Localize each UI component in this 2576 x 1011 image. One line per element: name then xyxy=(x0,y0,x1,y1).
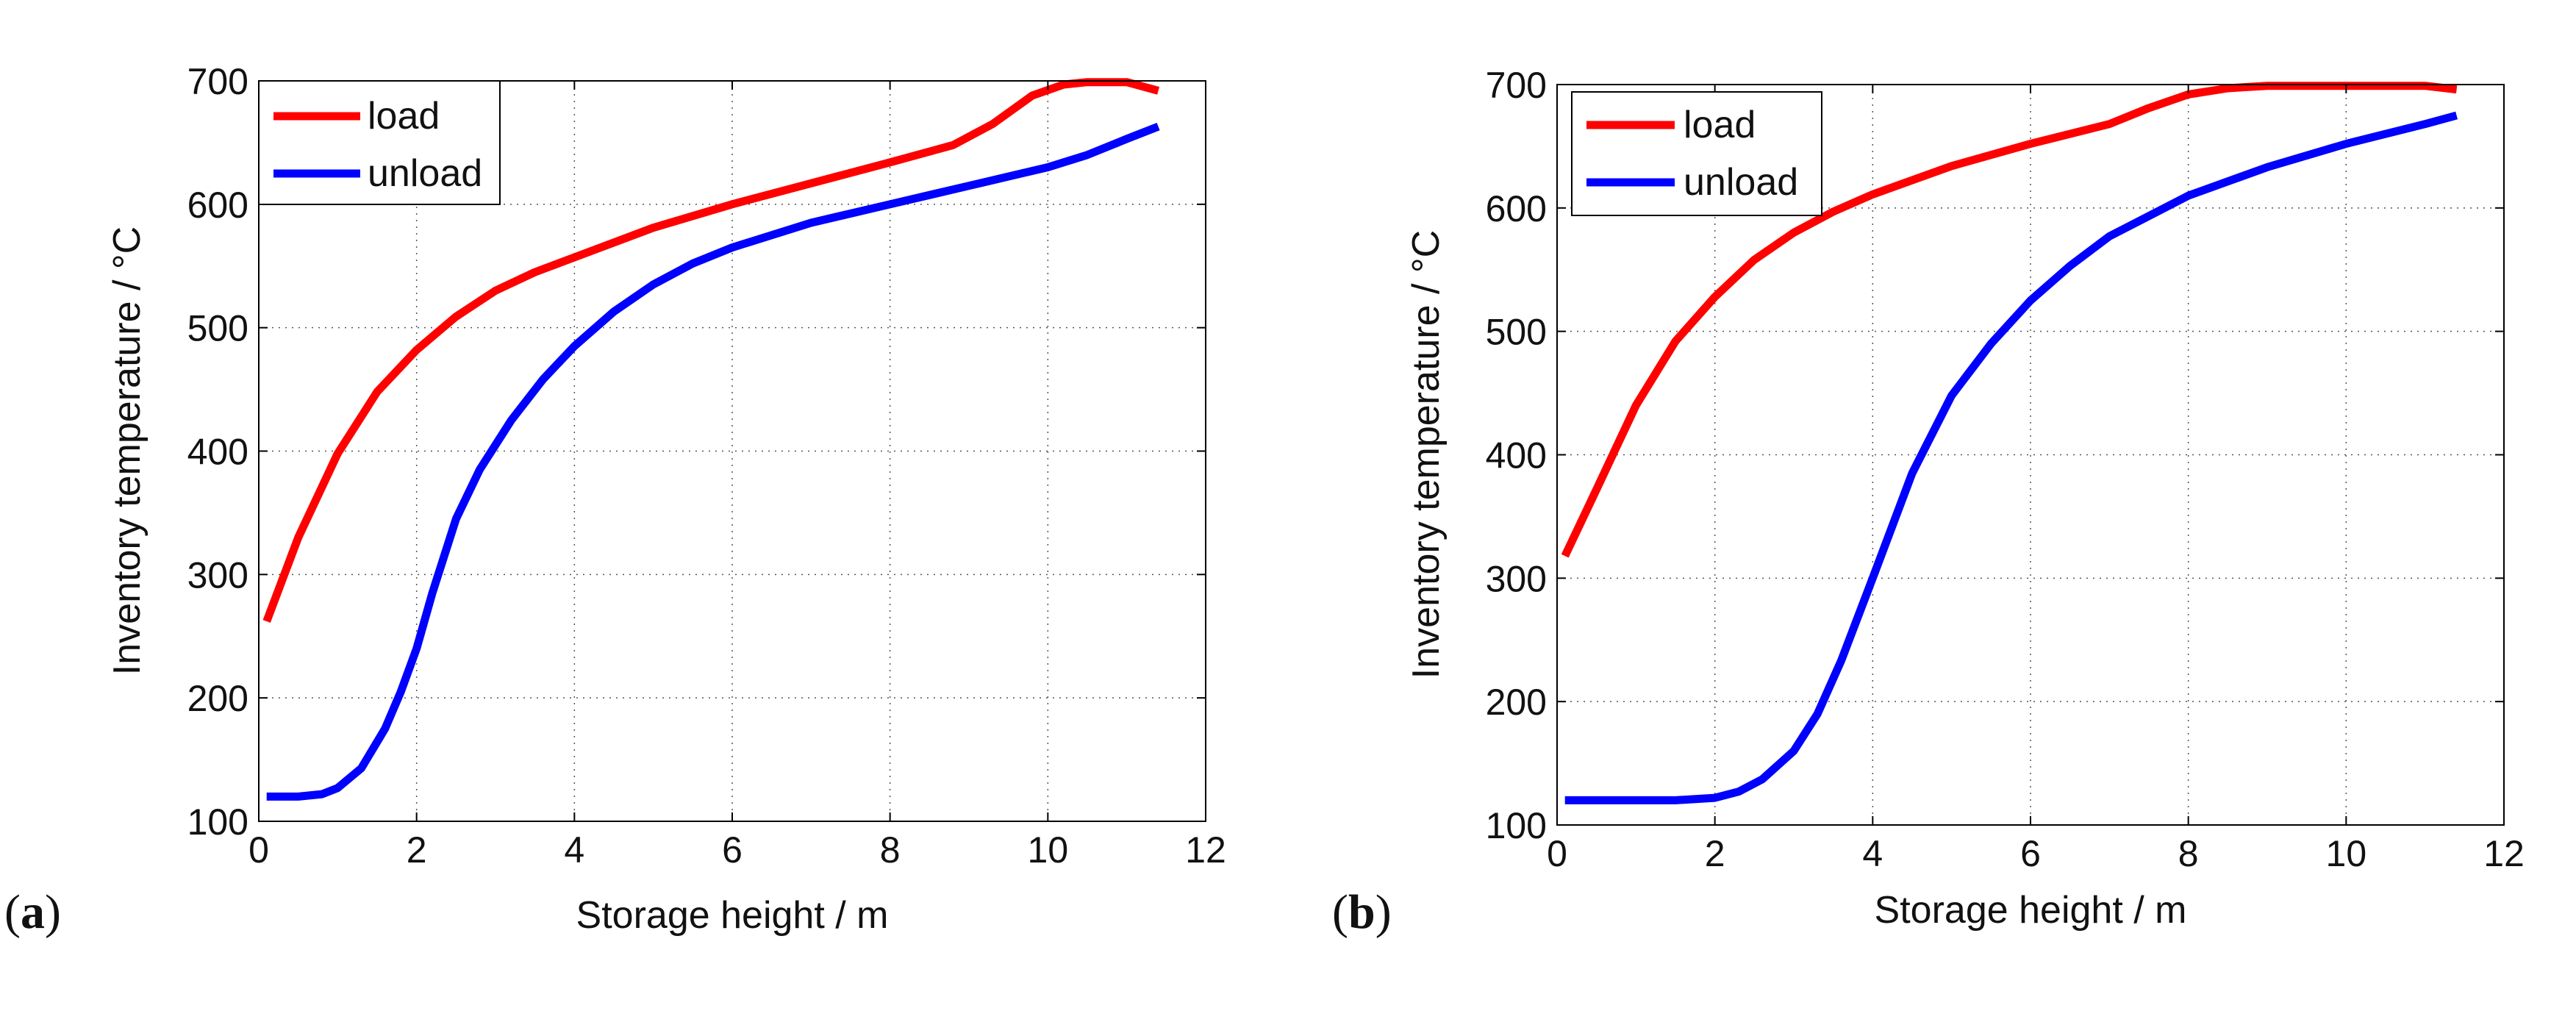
x-tick-label-a: 12 xyxy=(1185,829,1226,871)
y-tick-label-a: 500 xyxy=(187,308,248,349)
y-tick-label-a: 200 xyxy=(187,678,248,719)
x-tick-label-b: 8 xyxy=(2178,833,2199,874)
panel-label-b-open: ( xyxy=(1332,885,1348,939)
legend-a: load unload xyxy=(258,80,501,205)
x-tick-label-a: 2 xyxy=(407,829,427,871)
y-ticks-b: 100 200 300 400 500 600 700 xyxy=(1486,65,2504,846)
panel-label-a-open: ( xyxy=(4,885,21,939)
series-line-load-b xyxy=(1561,82,2458,558)
y-tick-label-b: 400 xyxy=(1486,435,1547,476)
y-ticks-a: 100 200 300 400 500 600 700 xyxy=(187,61,1206,843)
x-axis-title-b: Storage height / m xyxy=(1875,889,2187,932)
chart-panel-a: 0 2 4 6 8 10 12 100 200 300 400 500 600 700 Storage … xyxy=(4,61,1226,939)
panel-label-a: (a) xyxy=(4,885,61,939)
y-tick-label-b: 100 xyxy=(1486,805,1547,846)
x-tick-label-b: 12 xyxy=(2483,833,2525,874)
x-axis-title-a: Storage height / m xyxy=(576,894,889,937)
y-tick-label-b: 600 xyxy=(1486,188,1547,229)
x-tick-label-a: 8 xyxy=(880,829,901,871)
series-line-unload-a xyxy=(266,122,1160,801)
legend-label-unload-b: unload xyxy=(1684,161,1798,204)
x-tick-label-a: 4 xyxy=(564,829,584,871)
y-tick-label-a: 100 xyxy=(187,801,248,843)
x-tick-label-b: 4 xyxy=(1862,833,1883,874)
series-line-unload-b xyxy=(1564,111,2458,804)
y-tick-label-b: 500 xyxy=(1486,312,1547,353)
panel-label-a-close: ) xyxy=(45,885,61,939)
x-tick-label-a: 0 xyxy=(248,829,269,871)
panel-label-a-letter: a xyxy=(21,885,45,939)
y-tick-label-a: 700 xyxy=(187,61,248,102)
y-tick-label-a: 600 xyxy=(187,185,248,226)
x-tick-label-b: 0 xyxy=(1547,833,1567,874)
x-ticks-b: 0 2 4 6 8 10 12 xyxy=(1547,85,2525,874)
legend-label-load-b: load xyxy=(1684,104,1756,146)
panel-label-b-close: ) xyxy=(1375,885,1392,939)
y-tick-label-b: 300 xyxy=(1486,558,1547,599)
y-axis-title-b: Inventory temperature / °C xyxy=(1405,230,1448,679)
x-tick-label-b: 6 xyxy=(2020,833,2041,874)
chart-panel-b: 0 2 4 6 8 10 12 100 200 300 400 500 600 700 Storage … xyxy=(1332,65,2525,939)
x-tick-label-a: 10 xyxy=(1028,829,1069,871)
legend-box-a xyxy=(258,80,501,205)
series-group-a xyxy=(262,78,1160,801)
series-line-load-a xyxy=(262,78,1160,624)
legend-box-b xyxy=(1571,91,1822,216)
legend-label-unload-a: unload xyxy=(368,152,482,195)
panel-label-b-letter: b xyxy=(1348,885,1375,939)
legend-label-load-a: load xyxy=(368,95,440,137)
y-tick-label-b: 700 xyxy=(1486,65,1547,106)
y-tick-label-a: 300 xyxy=(187,554,248,596)
panel-label-b: (b) xyxy=(1332,885,1392,939)
series-group-b xyxy=(1561,82,2458,804)
y-tick-label-a: 400 xyxy=(187,432,248,473)
x-tick-label-b: 2 xyxy=(1705,833,1725,874)
y-tick-label-b: 200 xyxy=(1486,682,1547,723)
y-axis-title-a: Inventory temperature / °C xyxy=(106,226,149,675)
legend-b: load unload xyxy=(1571,91,1822,216)
x-ticks-a: 0 2 4 6 8 10 12 xyxy=(248,81,1226,871)
x-tick-label-b: 10 xyxy=(2326,833,2367,874)
x-tick-label-a: 6 xyxy=(722,829,743,871)
